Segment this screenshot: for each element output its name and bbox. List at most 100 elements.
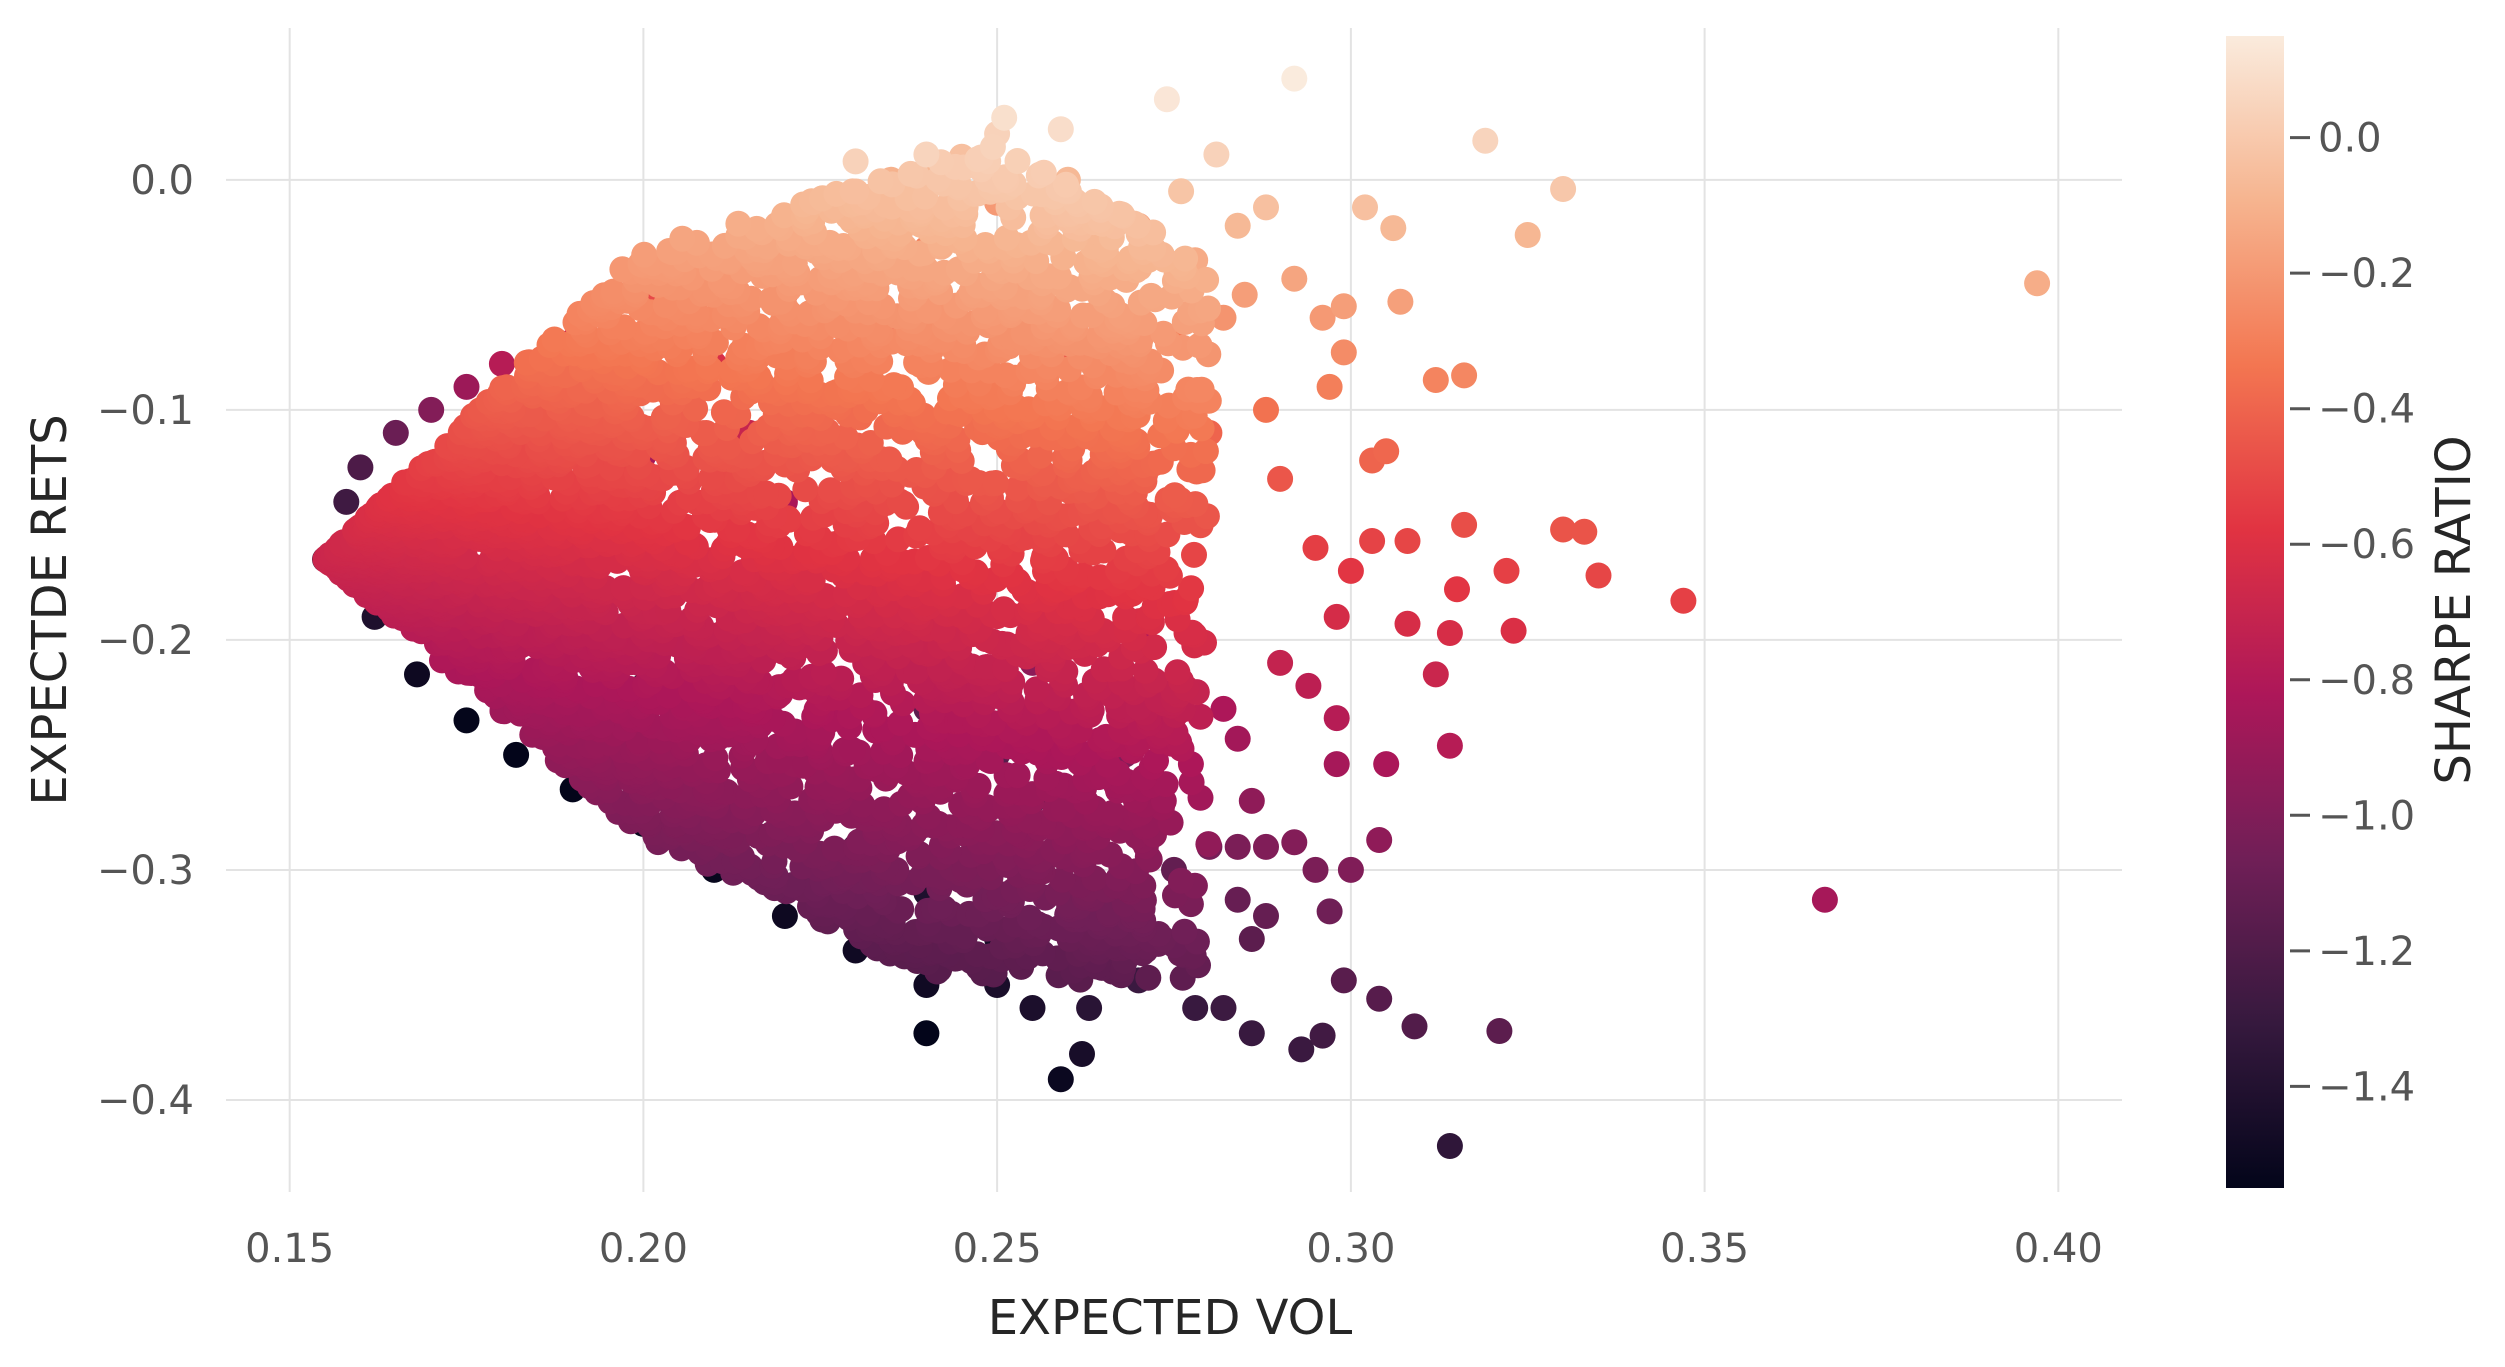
scatter-point <box>1181 541 1207 568</box>
scatter-point <box>1231 281 1258 308</box>
scatter-point <box>1373 438 1400 465</box>
scatter-point <box>1182 995 1209 1021</box>
scatter-point <box>1016 904 1043 931</box>
scatter-point <box>1337 557 1364 584</box>
x-tick-label: 0.20 <box>599 1226 688 1272</box>
scatter-point <box>1023 676 1050 703</box>
scatter-point <box>1811 886 1838 913</box>
colorbar <box>2226 36 2284 1188</box>
scatter-point <box>1172 245 1199 272</box>
scatter-point <box>1281 829 1308 856</box>
scatter-point <box>880 372 907 399</box>
scatter-point <box>927 893 954 920</box>
scatter-point <box>1352 194 1378 221</box>
scatter-point <box>1135 964 1162 991</box>
scatter-point <box>810 659 837 686</box>
scatter-point <box>1444 576 1470 603</box>
scatter-point <box>631 241 658 268</box>
scatter-point <box>1288 1036 1315 1063</box>
scatter-point <box>1210 695 1237 722</box>
scatter-point <box>1323 603 1350 630</box>
scatter-point <box>843 178 869 205</box>
scatter-point <box>1141 634 1168 661</box>
scatter-point <box>1366 985 1393 1012</box>
scatter-point <box>975 747 1002 773</box>
scatter-point <box>418 396 445 423</box>
scatter-point <box>1451 511 1478 538</box>
scatter-point <box>1281 65 1308 92</box>
scatter-point <box>771 903 798 929</box>
scatter-point <box>1004 148 1031 174</box>
colorbar-tick-label: −0.8 <box>2318 658 2415 704</box>
scatter-point <box>1238 787 1265 814</box>
scatter-point <box>1302 534 1329 561</box>
x-tick-label: 0.30 <box>1306 1226 1395 1272</box>
scatter-point <box>1081 188 1108 215</box>
scatter-point <box>453 707 480 734</box>
scatter-point <box>1330 967 1357 994</box>
scatter-point <box>1164 659 1191 686</box>
grid-lines <box>226 28 2122 1192</box>
colorbar-tick-label: −0.4 <box>2318 387 2415 433</box>
scatter-point <box>913 1020 940 1047</box>
scatter-point <box>1571 518 1598 545</box>
scatter-point <box>1238 1020 1265 1047</box>
scatter-point <box>1167 867 1194 894</box>
scatter-point <box>1422 367 1449 393</box>
x-axis-label: EXPECTED VOL <box>988 1290 1353 1346</box>
scatter-point <box>1238 926 1265 952</box>
y-tick-label: −0.4 <box>97 1078 194 1124</box>
scatter-point <box>867 168 894 195</box>
scatter-point <box>488 350 515 377</box>
scatter-point <box>1224 833 1251 860</box>
scatter-point <box>1316 898 1343 925</box>
colorbar-tick-label: −1.2 <box>2318 929 2415 975</box>
colorbar-tick-label: −1.4 <box>2318 1064 2415 1110</box>
scatter-point <box>887 710 914 736</box>
scatter-point <box>1253 903 1279 929</box>
scatter-point <box>1076 995 1103 1021</box>
scatter-point <box>1380 215 1407 242</box>
scatter-point <box>1168 178 1195 205</box>
x-tick-label: 0.25 <box>953 1226 1042 1272</box>
scatter-point <box>2024 270 2051 297</box>
scatter-point <box>821 835 848 862</box>
y-tick-label: 0.0 <box>130 158 194 204</box>
scatter-point <box>1030 159 1057 186</box>
scatter-point <box>1330 293 1357 320</box>
scatter-point <box>1161 482 1188 509</box>
scatter-point <box>1224 725 1251 752</box>
colorbar-ticks: 0.0 −0.2 −0.4 −0.6 −0.8 −1.0 −1.2 −1.4 <box>2290 116 2415 1110</box>
scatter-point <box>1514 222 1541 248</box>
scatter-point <box>839 737 866 763</box>
scatter-point <box>1451 362 1478 389</box>
scatter-point <box>1112 604 1139 631</box>
scatter-point <box>913 141 940 168</box>
scatter-point <box>1049 866 1076 893</box>
scatter-point <box>799 567 826 594</box>
scatter-point <box>1053 171 1079 198</box>
scatter-point <box>1253 396 1279 423</box>
scatter-point <box>1143 747 1169 774</box>
y-tick-label: −0.1 <box>97 388 194 434</box>
scatter-point <box>1019 995 1046 1021</box>
x-tick-label: 0.40 <box>2014 1226 2103 1272</box>
scatter-point <box>347 454 374 481</box>
scatter-point <box>1472 127 1499 154</box>
scatter-point <box>382 419 409 446</box>
scatter-point <box>610 575 637 602</box>
scatter-point <box>1436 732 1463 759</box>
scatter-point <box>1401 1013 1428 1040</box>
scatter-point <box>1302 856 1329 883</box>
scatter-point <box>1267 649 1294 676</box>
scatter-point <box>1047 116 1074 143</box>
scatter-point <box>1387 288 1414 315</box>
colorbar-tick-label: −1.0 <box>2318 793 2415 839</box>
scatter-point <box>1203 141 1230 168</box>
y-tick-label: −0.3 <box>97 848 194 894</box>
scatter-point <box>1253 833 1279 860</box>
scatter-point <box>725 210 752 237</box>
scatter-point <box>1359 528 1386 554</box>
scatter-point <box>1486 1018 1513 1044</box>
scatter-point <box>1323 751 1350 778</box>
